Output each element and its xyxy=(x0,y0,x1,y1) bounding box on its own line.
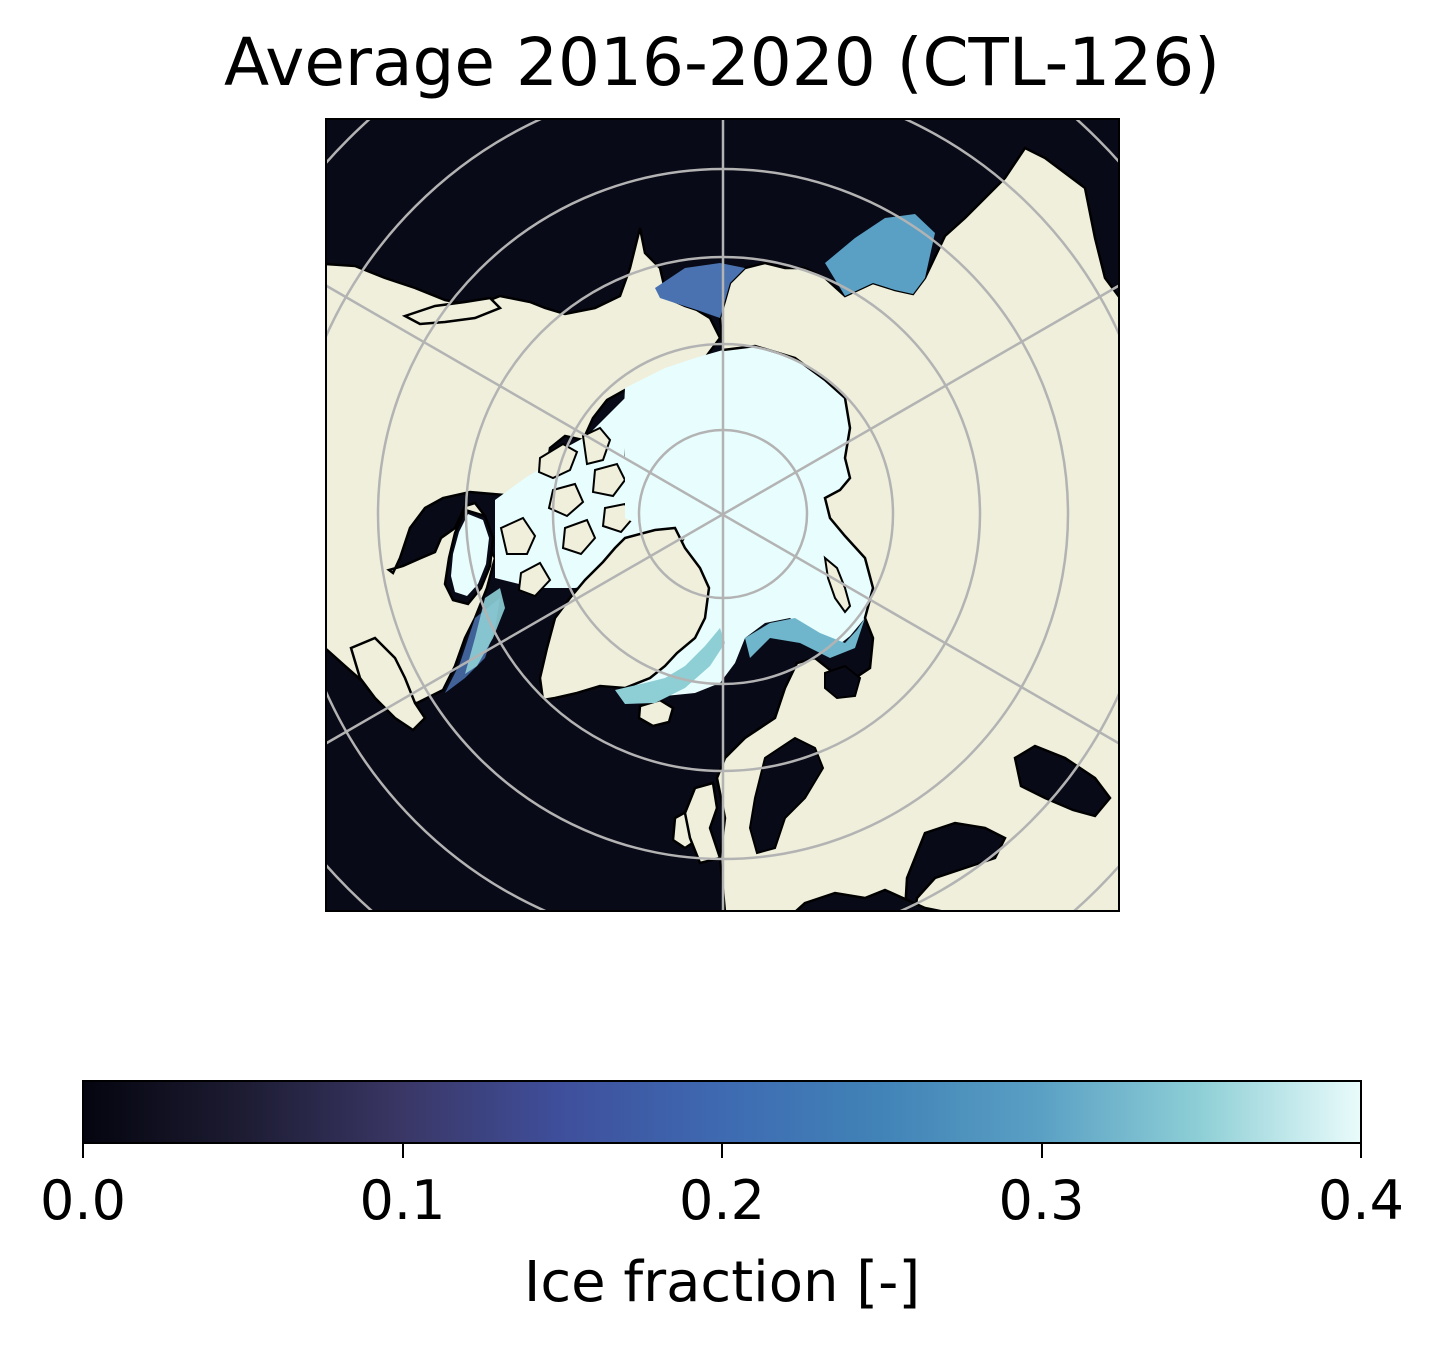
colorbar-label: Ice fraction [-] xyxy=(523,1250,921,1315)
eurasia-land xyxy=(715,118,1120,912)
polar-map xyxy=(325,118,1120,912)
greenland-south-tip xyxy=(349,636,427,732)
colorbar-tick-mark xyxy=(721,1144,723,1158)
ice-edge-barents xyxy=(745,618,865,658)
colorbar-tick-mark xyxy=(1040,1144,1043,1158)
med-basin xyxy=(793,888,946,912)
graticule xyxy=(325,118,1120,912)
alaska-peninsula xyxy=(401,296,503,326)
colorbar-tick-mark xyxy=(1360,1144,1362,1158)
colorbar-tick-label: 0.0 xyxy=(40,1169,126,1232)
chart-title: Average 2016-2020 (CTL-126) xyxy=(223,24,1221,101)
black-sea xyxy=(1013,744,1112,818)
colorbar xyxy=(82,1080,1362,1144)
colorbar-tick-label: 0.3 xyxy=(998,1169,1085,1232)
white-sea xyxy=(824,664,862,700)
colorbar-tick-label: 0.1 xyxy=(359,1169,446,1232)
ice-edge-east-greenland xyxy=(615,628,725,704)
colorbar-tick-label: 0.4 xyxy=(1318,1169,1404,1232)
map-panel xyxy=(325,118,1120,912)
okhotsk-ice xyxy=(825,214,935,296)
novaya-zemlya xyxy=(823,555,852,614)
colorbar-tick-mark xyxy=(401,1144,404,1158)
colorbar-tick-label: 0.2 xyxy=(679,1169,765,1232)
iceland xyxy=(637,698,675,728)
colorbar-tick-mark xyxy=(82,1144,84,1158)
ice-edge-labrador xyxy=(465,588,505,674)
